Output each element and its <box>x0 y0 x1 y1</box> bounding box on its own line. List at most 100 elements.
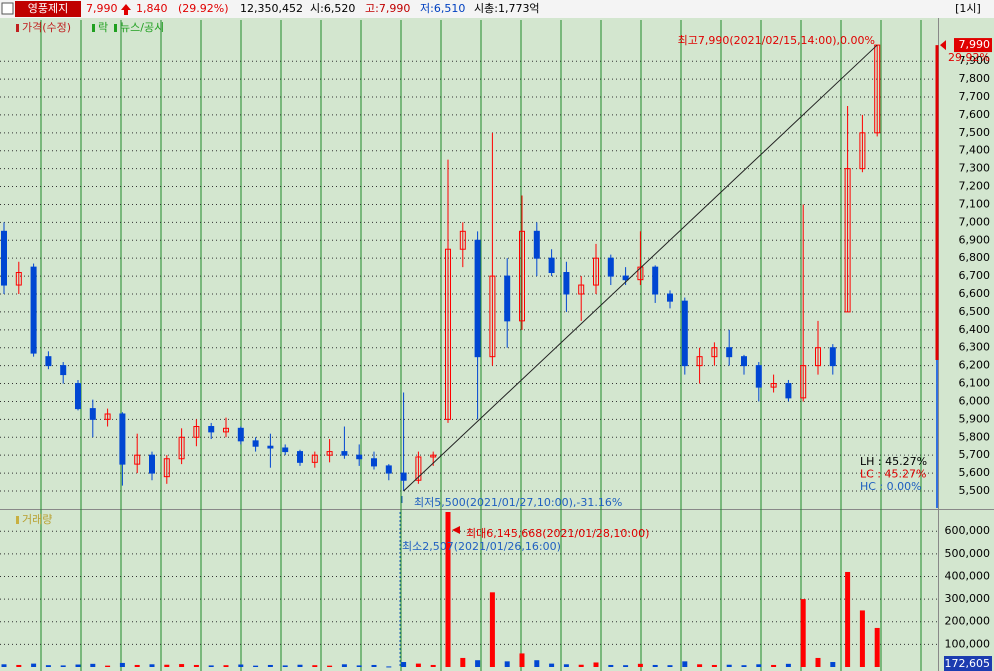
candle-body <box>770 383 777 388</box>
volume-bar <box>549 663 555 667</box>
candle-body <box>15 272 22 286</box>
volume-bar <box>534 660 540 667</box>
volume-box <box>944 656 992 671</box>
y-tick-label: 5,700 <box>959 448 991 461</box>
candle-body <box>519 230 525 322</box>
price-box <box>954 38 992 53</box>
volume-bar <box>341 664 347 667</box>
y-tick-label: 5,800 <box>959 430 991 443</box>
volume-bar <box>193 664 199 667</box>
volume-bar <box>75 664 81 667</box>
volume-bar <box>327 665 333 667</box>
volume-bar <box>164 664 170 667</box>
volume-bar <box>386 666 392 668</box>
candle-body <box>75 383 81 410</box>
axes: 5,500 5,600 5,700 5,800 5,900 6,000 6,100 6,200… <box>935 38 992 671</box>
volume-bar <box>800 599 806 667</box>
volume-bar <box>149 664 155 667</box>
low-annotation: 최저5,500(2021/01/27,10:00),-31.16% <box>414 496 622 509</box>
volume-bar <box>637 663 643 667</box>
y-tick-label: 6,300 <box>959 341 991 354</box>
volume-bar <box>830 662 836 667</box>
volume-bar <box>401 662 407 667</box>
candle-body <box>459 230 466 250</box>
checkbox[interactable] <box>1 2 14 15</box>
candle-body <box>711 347 718 358</box>
y-tick-label: 5,500 <box>959 484 991 497</box>
max-pointer <box>452 526 460 534</box>
y-tick-label: 500,000 <box>945 547 991 560</box>
candle-body <box>607 257 614 277</box>
candle-body <box>667 293 673 302</box>
y-tick-label: 200,000 <box>945 615 991 628</box>
legend-swatch <box>16 24 19 32</box>
y-tick-label: 100,000 <box>945 637 991 650</box>
candle-body <box>297 451 303 463</box>
candle-body <box>400 472 407 481</box>
candle-body <box>548 257 555 274</box>
volume-bar <box>785 663 791 667</box>
y-tick-label: 7,600 <box>959 108 991 121</box>
y-tick-label: 5,900 <box>959 412 991 425</box>
volume-bar <box>475 660 481 667</box>
price-panel <box>0 44 938 492</box>
candle-body <box>622 275 629 281</box>
y-tick-label: 5,600 <box>959 466 991 479</box>
y-tick-label: 6,600 <box>959 287 991 300</box>
candle-body <box>681 300 688 367</box>
legend-swatch <box>114 24 117 32</box>
volume-bar <box>16 664 22 667</box>
candle-body <box>489 275 496 358</box>
volume-bar <box>282 665 288 667</box>
change: 1,840 <box>136 2 168 15</box>
y-tick-label: 6,000 <box>959 394 991 407</box>
candle-body <box>163 458 170 478</box>
volume-bar <box>208 665 214 667</box>
volume-bar <box>859 610 865 667</box>
candle-body <box>696 356 703 367</box>
candle-body <box>815 347 821 367</box>
volume-bar <box>697 664 703 667</box>
change-rate: (29.92%) <box>178 2 229 15</box>
candle-body <box>60 365 67 376</box>
y-tick-label: 6,200 <box>959 359 991 372</box>
high-annotation: 최고7,990(2021/02/15,14:00),0.00% <box>678 34 875 47</box>
max-annotation: 최대6,145,668(2021/01/28,10:00) <box>466 527 649 540</box>
volume-bar <box>119 662 125 667</box>
candle-body <box>1 230 7 286</box>
candle-body <box>593 257 599 286</box>
candle-body <box>223 427 229 433</box>
volume-bar <box>45 665 51 667</box>
candle-body <box>237 427 244 442</box>
candle-body <box>326 451 333 456</box>
volume-bar <box>60 665 66 667</box>
volume-bar <box>223 665 229 667</box>
volume-bar <box>134 664 140 667</box>
candle-body <box>89 408 96 420</box>
y-tick-label: 7,000 <box>959 215 991 228</box>
candle-body <box>30 266 37 354</box>
interval[interactable]: [1시] <box>955 2 981 15</box>
candle-body <box>385 465 392 474</box>
candle-body <box>178 436 185 460</box>
volume-bar <box>504 661 510 667</box>
candle-body <box>311 454 318 463</box>
volume-bar <box>845 571 851 667</box>
volume-bar <box>771 664 777 667</box>
volume-bar <box>238 664 244 667</box>
stock-name: 영풍제지 <box>28 2 68 15</box>
candle-body <box>578 284 585 295</box>
y-tick-label: 600,000 <box>945 524 991 537</box>
candle-body <box>208 426 215 433</box>
y-tick-label: 7,300 <box>959 162 991 175</box>
legend-label: 가격(수정) <box>22 21 71 34</box>
volume-bar <box>563 664 569 667</box>
stat-label: LC : 45.27% <box>860 468 926 481</box>
volume-bar <box>356 665 362 667</box>
y-tick-label: 6,400 <box>959 323 991 336</box>
candle-body <box>282 447 289 453</box>
volume-bar <box>667 665 673 667</box>
candle-body <box>267 445 274 449</box>
